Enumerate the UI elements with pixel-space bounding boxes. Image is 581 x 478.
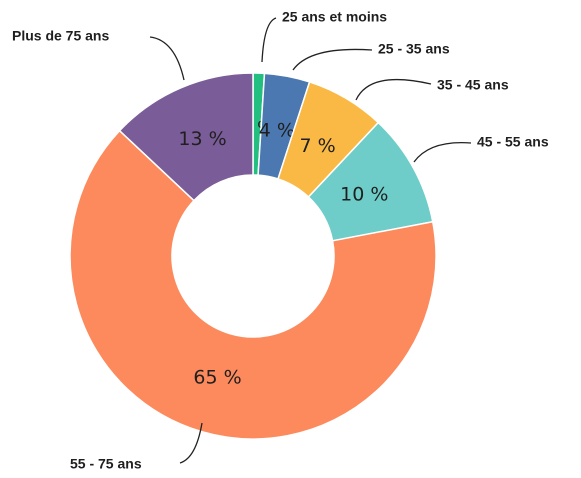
category-label: 55 - 75 ans — [70, 456, 142, 472]
leader-line — [292, 48, 373, 71]
category-label: 25 - 35 ans — [378, 41, 450, 57]
leader-line — [355, 78, 432, 101]
leader-line — [149, 36, 185, 81]
category-label: 35 - 45 ans — [437, 77, 509, 93]
leader-line — [179, 422, 203, 464]
value-label: 10 % — [340, 183, 388, 205]
value-label: 4 % — [259, 120, 295, 142]
donut-slice — [118, 72, 254, 202]
leader-line — [413, 141, 472, 163]
donut-slice — [69, 129, 437, 440]
category-label: 45 - 55 ans — [477, 134, 549, 150]
leader-line — [261, 17, 277, 63]
category-label: Plus de 75 ans — [12, 28, 109, 44]
category-label: 25 ans et moins — [282, 9, 387, 25]
value-label: 65 % — [193, 366, 241, 388]
value-label: 13 % — [178, 128, 226, 150]
value-label: 7 % — [300, 135, 336, 157]
